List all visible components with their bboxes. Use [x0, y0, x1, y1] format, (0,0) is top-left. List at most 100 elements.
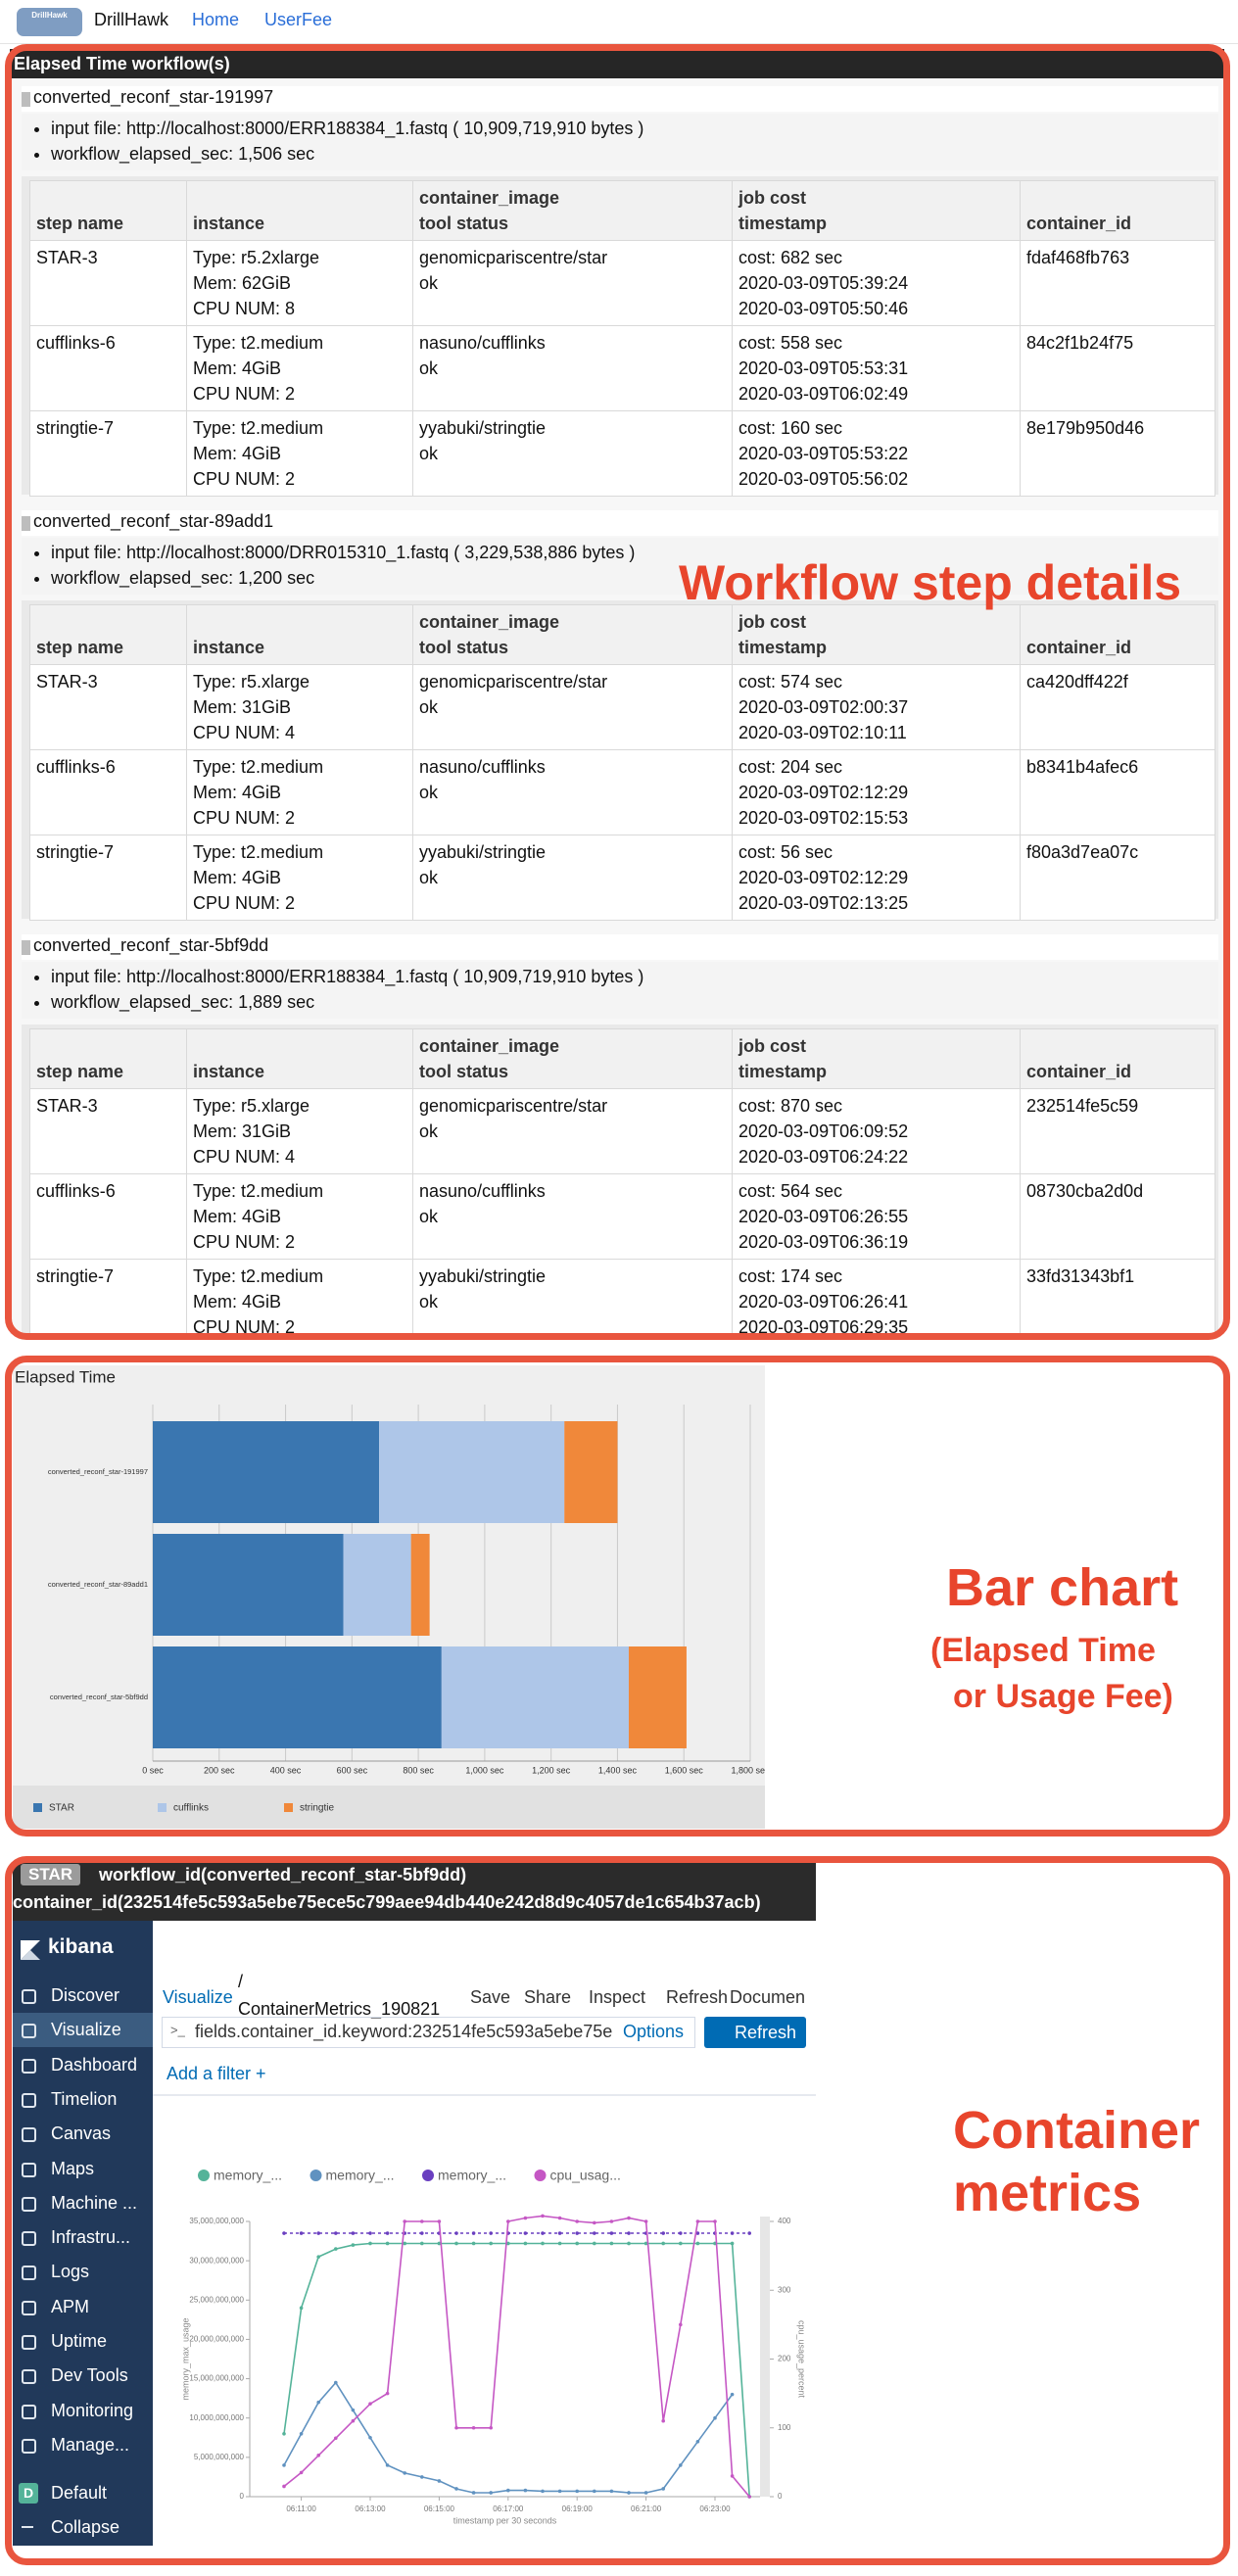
cell-text: Type: t2.medium: [193, 418, 324, 438]
cell: Type: t2.medium Mem: 4GiB CPU NUM: 2: [186, 835, 413, 921]
sidebar-item[interactable]: Monitoring: [13, 2394, 153, 2428]
sidebar-item[interactable]: Logs: [13, 2255, 153, 2289]
workflow: converted_reconf_star-89add1input file: …: [22, 510, 1218, 927]
cell: 8e179b950d46: [1020, 410, 1215, 497]
header-text: job cost: [738, 188, 807, 208]
point: [471, 2425, 476, 2430]
logo[interactable]: DrillHawk: [17, 8, 82, 36]
step-row: cufflinks-6 Type: t2.medium Mem: 4GiB CPU N…: [29, 325, 1215, 411]
sidebar-label: Timelion: [51, 2088, 118, 2109]
sidebar-label: Discover: [51, 1985, 120, 2005]
cell-text: 2020-03-09T05:53:31: [738, 358, 909, 378]
sidebar-item[interactable]: Manage...: [13, 2428, 153, 2462]
header-text: timestamp: [738, 638, 828, 657]
sidebar-item[interactable]: Discover: [13, 1979, 153, 2013]
header-text: step name: [36, 1062, 124, 1081]
annotation: Container: [953, 2101, 1201, 2160]
cell-text: f80a3d7ea07c: [1026, 842, 1139, 862]
action[interactable]: Documen: [730, 1987, 806, 2007]
cell-text: Mem: 31GiB: [193, 697, 292, 717]
legend-swatch: [198, 2170, 210, 2181]
sidebar-item[interactable]: Machine ...: [13, 2186, 153, 2220]
point: [351, 2231, 356, 2235]
action[interactable]: Inspect: [589, 1987, 646, 2007]
point: [299, 2431, 304, 2436]
add-filter[interactable]: Add a filter +: [167, 2064, 266, 2083]
bar-chart: Elapsed Time 0 sec 200 sec 400 sec 600 sec 80…: [13, 1365, 765, 1829]
header-row: step name instance container_image tool sta…: [29, 180, 1215, 241]
sidebar-item[interactable]: D Default: [13, 2476, 153, 2510]
cell-text: cost: 564 sec: [738, 1181, 843, 1201]
table-frame: step name instance container_image tool sta…: [22, 176, 1218, 497]
cell: Type: r5.xlarge Mem: 31GiB CPU NUM: 4: [186, 1088, 413, 1174]
x-axis-label: timestamp per 30 seconds: [453, 2515, 557, 2525]
cell-text: cost: 174 sec: [738, 1266, 843, 1286]
cell-text: yyabuki/stringtie: [419, 842, 547, 862]
workflow: converted_reconf_star-5bf9ddinput file: …: [22, 934, 1218, 1334]
options[interactable]: Options: [621, 2022, 685, 2042]
nav-link[interactable]: UserFee: [264, 10, 333, 29]
sidebar-item[interactable]: Collapse: [13, 2510, 153, 2545]
cell: Type: t2.medium Mem: 4GiB CPU NUM: 2: [186, 1173, 413, 1260]
cell-text: ok: [419, 1292, 439, 1312]
point: [385, 2241, 390, 2246]
search-box[interactable]: >_ fields.container_id.keyword:232514fe5…: [162, 2017, 695, 2048]
action[interactable]: Refresh: [666, 1987, 729, 2007]
cell-text: cost: 160 sec: [738, 418, 843, 438]
sidebar-icon: [22, 2092, 36, 2108]
cell: cufflinks-6: [29, 749, 187, 835]
cell: 33fd31343bf1: [1020, 1259, 1215, 1334]
cell-text: 232514fe5c59: [1026, 1096, 1139, 1116]
point: [747, 2495, 751, 2499]
chart-background: [153, 2155, 816, 2546]
sidebar-item[interactable]: Dashboard: [13, 2048, 153, 2082]
sidebar-item[interactable]: Canvas: [13, 2117, 153, 2151]
point: [385, 2463, 390, 2467]
legend-swatch: [158, 1803, 167, 1812]
sidebar-item[interactable]: Maps: [13, 2152, 153, 2186]
refresh-button[interactable]: Refresh: [704, 2017, 806, 2048]
point: [695, 2241, 700, 2246]
cell-text: CPU NUM: 2: [193, 893, 296, 913]
kibana-header: STAR workflow_id(converted_reconf_star-5…: [13, 1862, 816, 1921]
cell: fdaf468fb763: [1020, 240, 1215, 326]
y-tick-label: converted_reconf_star-5bf9dd: [50, 1693, 148, 1701]
breadcrumb-page: ContainerMetrics_190821: [238, 1999, 441, 2019]
elapsed: workflow_elapsed_sec: 1,889 sec: [51, 989, 1218, 1015]
sidebar-item[interactable]: Infrastru...: [13, 2220, 153, 2255]
y2-tick-label: 200: [778, 2355, 791, 2363]
cell: f80a3d7ea07c: [1020, 835, 1215, 921]
legend-swatch: [284, 1803, 293, 1812]
point: [609, 2219, 614, 2223]
cell-text: ok: [419, 444, 439, 463]
step-row: stringtie-7 Type: t2.medium Mem: 4GiB CPU N…: [29, 410, 1215, 497]
nav-link[interactable]: Home: [192, 10, 240, 29]
cell: Type: r5.xlarge Mem: 31GiB CPU NUM: 4: [186, 664, 413, 750]
legend-swatch: [310, 2170, 322, 2181]
cell-text: genomicpariscentre/star: [419, 1096, 608, 1116]
sidebar-icon: [22, 2024, 36, 2039]
sidebar-item[interactable]: Dev Tools: [13, 2359, 153, 2393]
cell-text: Type: t2.medium: [193, 1181, 324, 1201]
action[interactable]: Save: [470, 1987, 511, 2007]
cell-text: fdaf468fb763: [1026, 248, 1130, 267]
cell-text: ok: [419, 868, 439, 887]
header-text: container_image: [419, 1036, 560, 1056]
sidebar-item[interactable]: Visualize: [13, 2013, 153, 2048]
header-text: container_id: [1026, 638, 1132, 657]
sidebar-item[interactable]: Uptime: [13, 2324, 153, 2359]
sidebar-item[interactable]: Timelion: [13, 2082, 153, 2117]
brand[interactable]: DrillHawk: [94, 10, 168, 29]
header-text: step name: [36, 214, 124, 233]
point: [523, 2241, 528, 2246]
nav-bar: DrillHawk DrillHawk Home UserFee: [0, 0, 1238, 44]
action[interactable]: Share: [524, 1987, 572, 2007]
sidebar-label: Machine ...: [51, 2192, 138, 2213]
header-text: instance: [193, 214, 265, 233]
sidebar-icon: [22, 2127, 36, 2143]
sidebar-label: Infrastru...: [51, 2227, 131, 2248]
breadcrumb[interactable]: Visualize: [163, 1987, 233, 2007]
sidebar-item[interactable]: APM: [13, 2290, 153, 2324]
bar-segment: [564, 1421, 618, 1523]
header-text: timestamp: [738, 214, 828, 233]
